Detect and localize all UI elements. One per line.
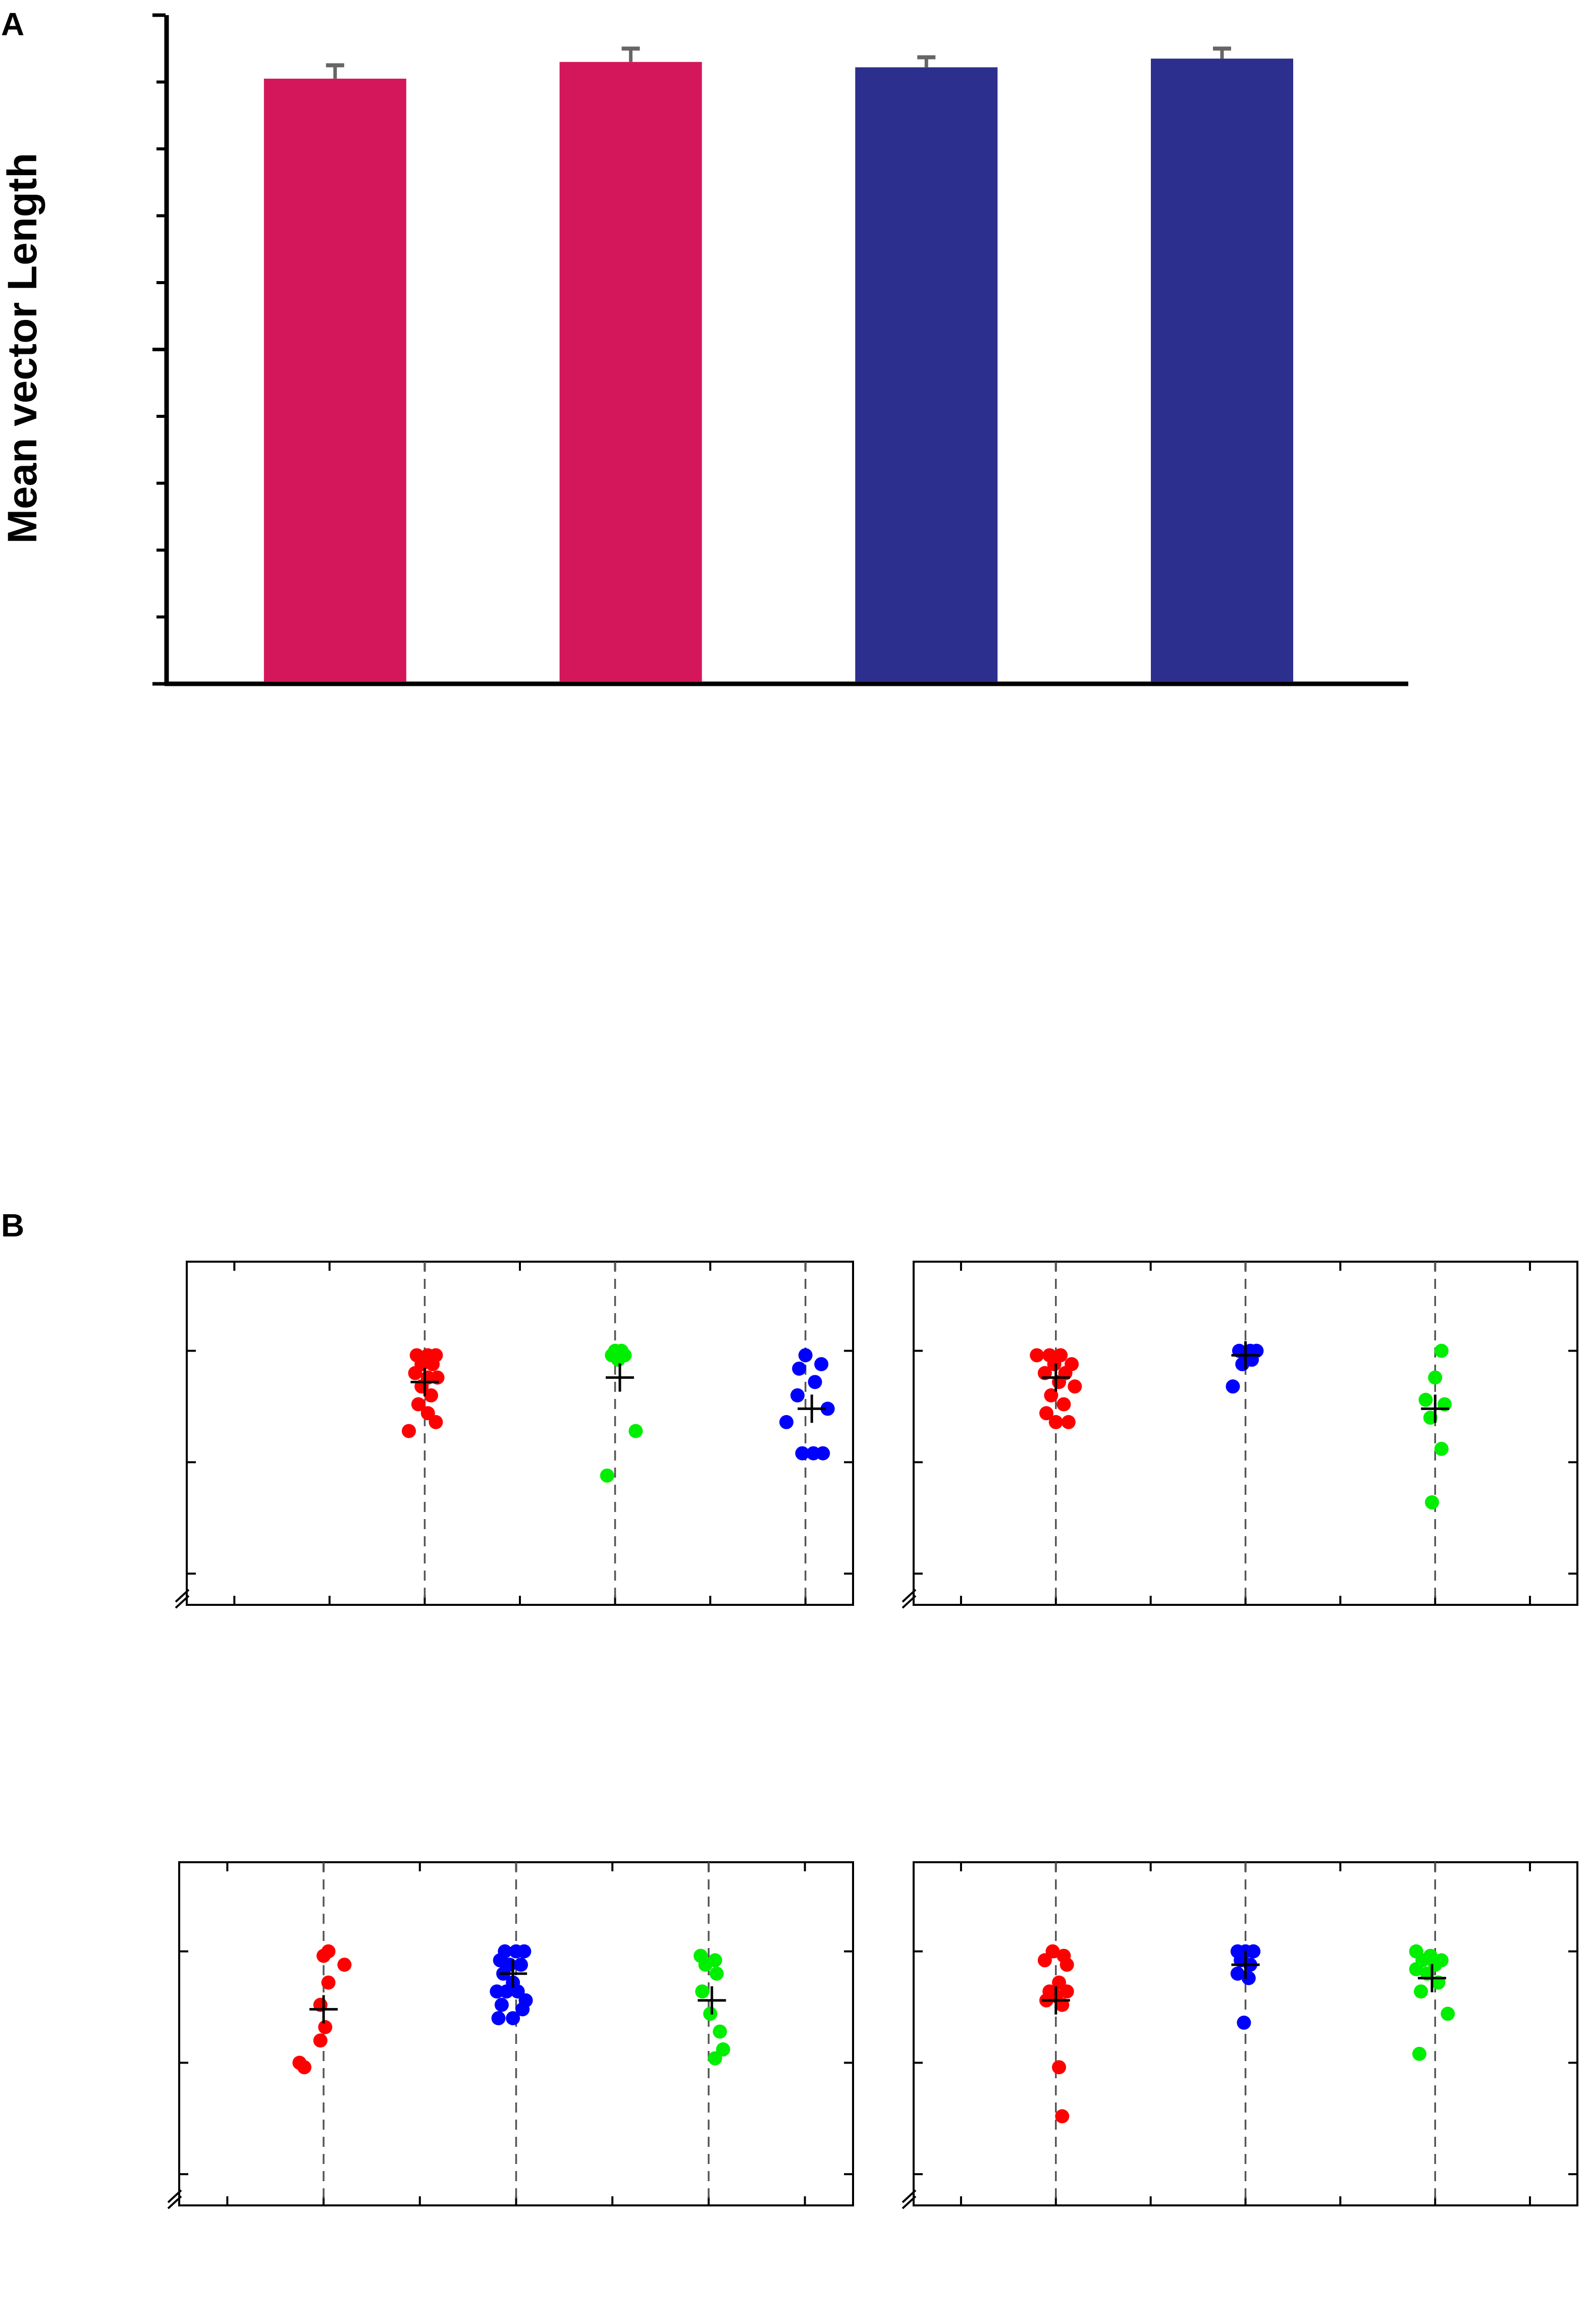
- panel-b-data-point: [1044, 1388, 1058, 1402]
- panel-b-data-point: [816, 1446, 830, 1461]
- panel-b-data-point: [1056, 1397, 1071, 1412]
- panel-b-axis-break-mark: [175, 1595, 190, 1609]
- panel-b-data-point: [316, 1949, 331, 1963]
- panel-b-data-point: [798, 1348, 813, 1363]
- panel-b-axis-break-mark: [902, 2189, 917, 2203]
- panel-b-scatter-grid: [167, 1261, 1578, 2209]
- panel-b-data-point: [1037, 1953, 1052, 1968]
- panel-b-axis-break-mark: [902, 2195, 917, 2209]
- panel-b-subplot: [902, 1861, 1578, 2209]
- panel-b-axis-break-mark: [902, 1589, 917, 1603]
- panel-b-data-point: [411, 1397, 426, 1412]
- panel-b-data-point: [820, 1401, 835, 1416]
- panel-b-subplot: [175, 1261, 854, 1609]
- panel-b-data-point: [792, 1361, 807, 1376]
- panel-b-data-point: [402, 1424, 416, 1438]
- panel-b-data-point: [779, 1415, 793, 1429]
- panel-a-label: A: [1, 6, 24, 42]
- panel-b-data-point: [1241, 1971, 1256, 1985]
- panel-b-data-point: [698, 1958, 713, 1972]
- panel-b-data-point: [1409, 1962, 1423, 1976]
- panel-b-data-point: [600, 1468, 614, 1483]
- panel-b-data-point: [808, 1375, 822, 1389]
- panel-b-data-point: [321, 1975, 336, 1990]
- panel-b-axis-break-mark: [167, 2195, 182, 2209]
- panel-b-data-point: [1237, 2015, 1251, 2030]
- panel-b-data-point: [1226, 1379, 1240, 1394]
- panel-b-plot-frame: [186, 1261, 854, 1606]
- panel-b-data-point: [1412, 2046, 1426, 2061]
- panel-b-data-point: [426, 1357, 440, 1372]
- panel-b-data-point: [1428, 1370, 1443, 1385]
- panel-b-data-point: [1061, 1415, 1076, 1429]
- panel-b-data-point: [1047, 1357, 1062, 1372]
- panel-b-data-point: [424, 1388, 438, 1402]
- panel-b-data-point: [1246, 1944, 1261, 1959]
- panel-b-data-point: [628, 1424, 643, 1438]
- panel-b-data-point: [491, 2011, 506, 2026]
- panel-b-data-point: [1048, 1415, 1063, 1429]
- panel-a-bar: [263, 78, 406, 682]
- panel-b-axis-break-mark: [175, 1589, 190, 1603]
- panel-a-bar-chart: Mean vector Length: [0, 13, 1408, 686]
- panel-b-data-point: [429, 1415, 443, 1429]
- panel-b-data-point: [297, 2060, 311, 2075]
- panel-b-axis-break-mark: [902, 1595, 917, 1609]
- panel-b-data-point: [708, 2051, 722, 2066]
- panel-b-data-point: [1030, 1348, 1044, 1363]
- panel-b-data-point: [517, 1944, 532, 1959]
- panel-b-data-point: [1230, 1966, 1245, 1981]
- panel-b-data-point: [1441, 2007, 1455, 2021]
- panel-b-data-point: [1052, 2060, 1067, 2075]
- panel-b-data-point: [695, 1984, 710, 1999]
- panel-b-axis-break-mark: [167, 2189, 182, 2203]
- panel-b-data-point: [515, 2002, 530, 2017]
- panel-b-data-point: [1039, 1406, 1053, 1421]
- panel-b-data-point: [514, 1958, 528, 1972]
- panel-b-data-point: [499, 1984, 514, 1999]
- panel-a-bar: [559, 62, 702, 682]
- panel-b-data-point: [709, 1966, 724, 1981]
- panel-b-subplot: [167, 1861, 854, 2209]
- panel-b-data-point: [1068, 1379, 1082, 1394]
- panel-b-data-point: [408, 1366, 422, 1380]
- panel-b-data-point: [1059, 1984, 1074, 1999]
- panel-b-data-point: [506, 2011, 520, 2026]
- panel-b-data-point: [1424, 1495, 1439, 1509]
- panel-b-data-point: [337, 1958, 352, 1972]
- panel-b-data-point: [1434, 1441, 1449, 1456]
- panel-b-data-point: [611, 1353, 625, 1367]
- panel-b-data-point: [1055, 2109, 1070, 2124]
- panel-b-data-point: [1418, 1392, 1433, 1407]
- panel-b-data-point: [313, 2033, 328, 2048]
- panel-a-bar: [1151, 59, 1293, 682]
- panel-b-data-point: [713, 2024, 727, 2039]
- panel-b-data-point: [1059, 1958, 1074, 1972]
- panel-b-data-point: [814, 1357, 829, 1372]
- panel-b-data-point: [795, 1446, 810, 1461]
- panel-b-data-point: [1235, 1357, 1250, 1372]
- panel-b-label: B: [1, 1207, 24, 1244]
- panel-a-bar: [855, 67, 998, 682]
- panel-b-data-point: [703, 2007, 718, 2021]
- panel-b-data-point: [790, 1388, 805, 1402]
- panel-b-data-point: [494, 1997, 509, 2012]
- panel-b-data-point: [1414, 1984, 1428, 1999]
- panel-b-subplot: [902, 1261, 1578, 1609]
- panel-b-data-point: [1434, 1343, 1449, 1358]
- panel-a-y-axis-label: Mean vector Length: [0, 153, 45, 544]
- panel-b-data-point: [318, 2020, 333, 2034]
